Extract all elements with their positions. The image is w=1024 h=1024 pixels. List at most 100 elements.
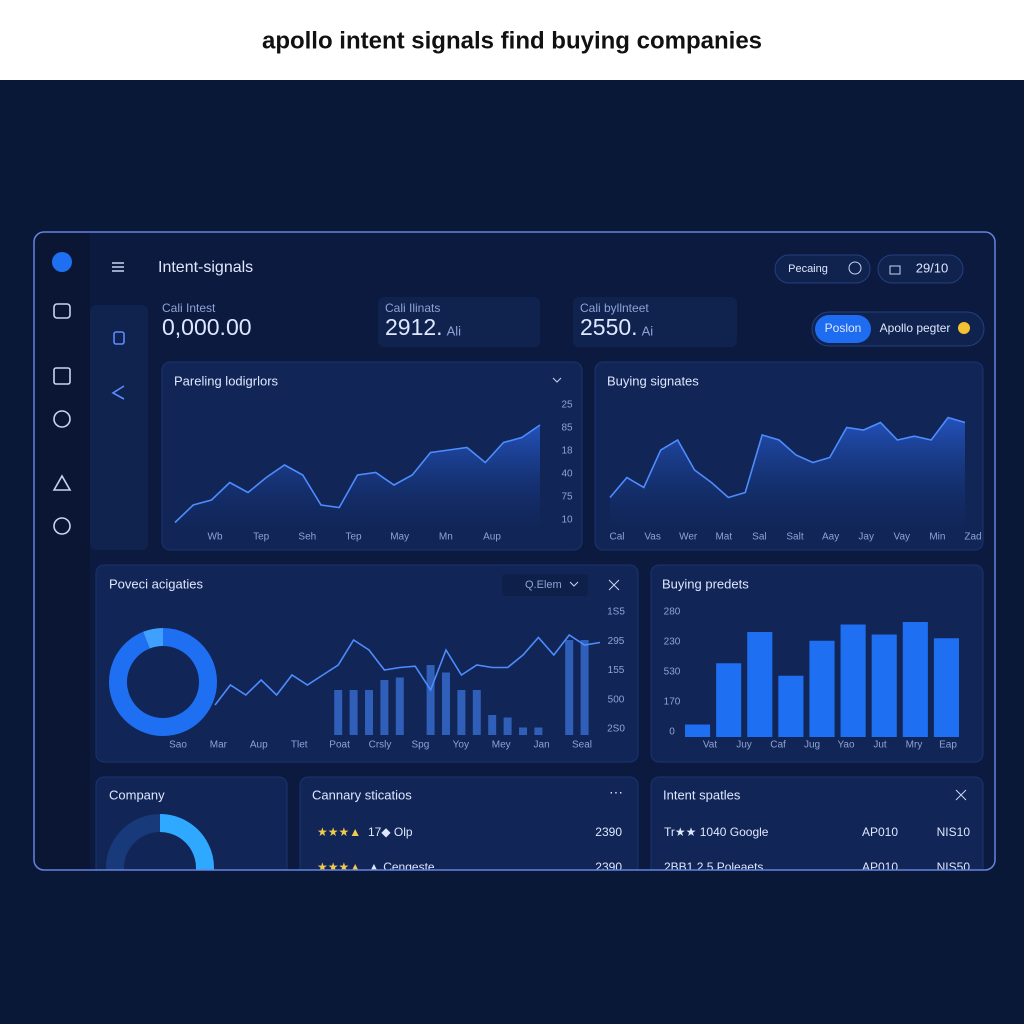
stat-value: 2912. [385,314,443,340]
x-label: Salt [786,532,803,543]
y-label: 40 [561,469,573,480]
x-label: Mey [492,740,511,751]
row-name: 17◆ Olp [368,825,413,839]
nav-icon[interactable] [53,517,71,535]
status-dot [958,322,970,334]
x-label: Crsly [369,740,392,751]
chevron[interactable] [552,377,579,587]
bar [457,690,466,735]
y-label: 18 [561,446,573,457]
nav-icon[interactable] [111,385,125,400]
bar [442,672,450,735]
x-label: Caf [770,740,786,751]
x-label: Tep [253,532,270,543]
logo[interactable] [52,252,72,272]
x-label: Poat [329,740,350,751]
x-label: Wb [208,532,223,543]
bar [902,622,928,737]
toggle-label: Apollo pegter [880,321,951,335]
panel-title: Poveci acigaties [109,576,203,591]
stat-value: 2550. [580,314,638,340]
lock-icon [889,265,901,275]
donut-segment [143,628,164,649]
filter-button[interactable] [774,254,871,284]
x-label: Vas [644,532,661,543]
nav-icon[interactable] [53,410,71,428]
line [609,416,966,499]
bar [809,640,835,737]
y-label: 25 [561,400,573,411]
sidebar-icons [52,262,125,535]
bar [840,624,866,737]
x-label: Sal [752,532,766,543]
y-label: 170 [664,697,681,708]
bar [716,663,742,737]
bar [534,727,543,735]
x-label: Tlet [291,740,308,751]
bar [519,727,527,735]
bar [580,640,589,735]
bar [933,638,959,737]
y-label: 280 [664,607,681,618]
x-label: Mry [906,740,923,751]
panel [650,776,984,870]
x-label: Aup [250,740,268,751]
nav-icon[interactable] [52,474,72,491]
panel-title: Pareling lodigrlors [174,373,279,388]
bar [778,675,804,737]
x-label: Min [929,532,945,543]
sidebar [34,232,90,870]
y-label: 1S5 [607,607,625,618]
row-name: 2BB1 2 5 Poleaets [664,860,763,874]
caption-bar [0,0,1024,80]
rating: ★★★▲ [317,825,361,839]
bar [426,665,435,735]
tool-icon[interactable] [608,579,967,801]
panel [95,564,639,763]
nav-icon[interactable] [53,303,71,319]
bar [365,690,373,735]
x-label: Sao [169,740,187,751]
y-label: 85 [561,423,573,434]
filter-label: Pecaing [788,263,828,275]
x-label: Zad [964,532,981,543]
y-label: 155 [608,665,625,676]
row-code: AP010 [862,825,898,839]
x-label: Mat [715,532,732,543]
x-label: Seh [298,532,316,543]
dropdown[interactable] [502,574,588,596]
row-code: AP010 [862,860,898,874]
stat-label: Cali Intest [162,301,216,315]
area [610,417,965,525]
x-label: Jut [873,740,887,751]
nav-icon[interactable] [53,367,71,385]
row-value: NIS50 [937,860,971,874]
row-name: ▲ Cengeste [368,860,435,874]
panel-title: Buying signates [607,373,699,388]
x-label: Wer [679,532,698,543]
row-value: NIS10 [937,825,971,839]
date-label: 29/10 [916,260,949,275]
date-button[interactable] [877,254,964,284]
x-label: Aay [822,532,839,543]
line [174,424,541,524]
donut-segment [106,814,204,870]
stat-unit: Ali [447,323,462,338]
x-label: Mar [210,740,228,751]
toggle-label: Poslon [825,321,862,335]
bar [380,680,389,735]
bar [395,677,404,735]
row-name: Tr★★ 1040 Google [664,825,769,839]
menu-icon[interactable] [112,262,124,272]
toggle-active[interactable] [815,315,871,343]
panel [299,776,639,870]
nav-icon[interactable] [113,331,125,345]
clock-icon [848,261,862,275]
x-label: Tep [345,532,362,543]
stat-label: Cali Ilinats [385,301,440,315]
app-title: Intent-signals [158,259,253,276]
y-label: 10 [561,515,573,526]
row-value: 2390 [595,825,622,839]
x-label: Seal [572,740,592,751]
x-label: Yoy [453,740,469,751]
